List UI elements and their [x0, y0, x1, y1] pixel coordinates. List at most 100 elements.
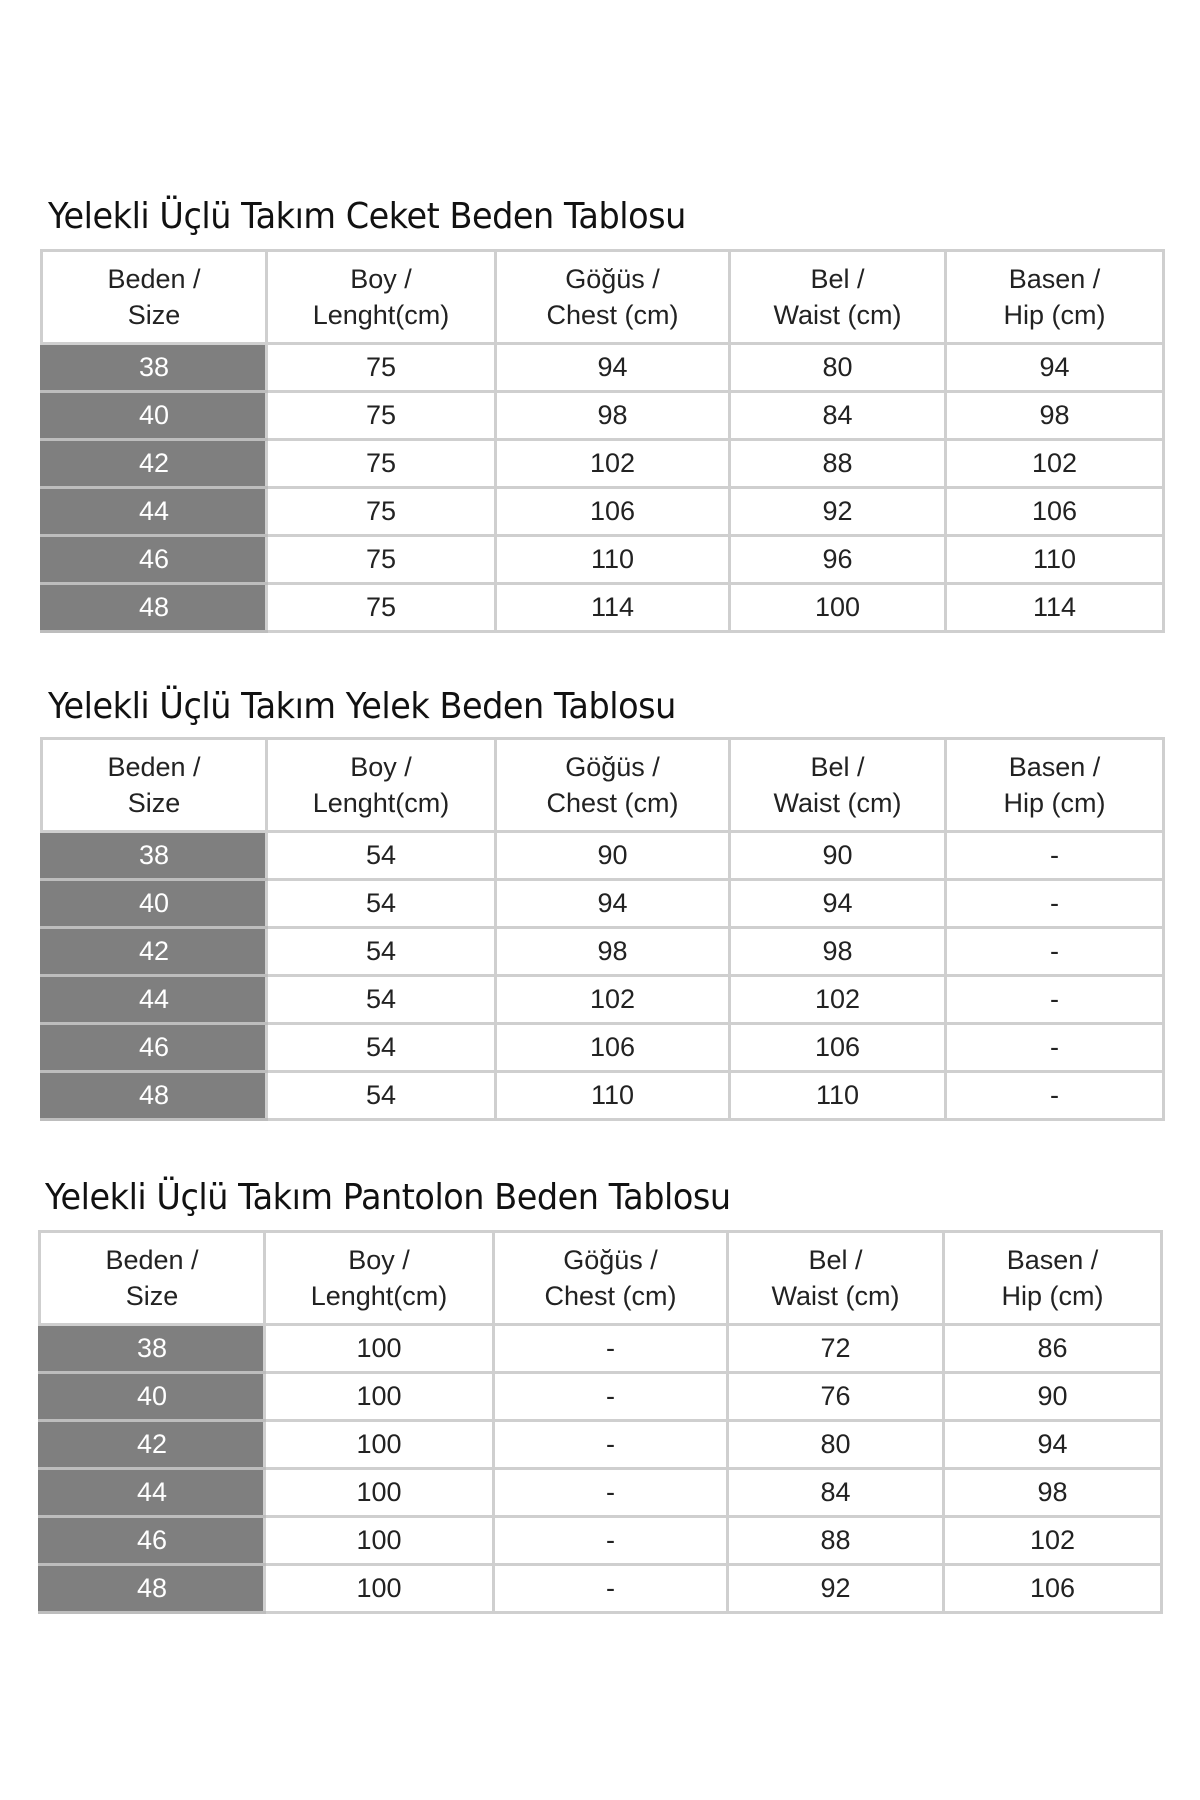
size-cell: 42 [40, 926, 268, 977]
measurement-cell: 98 [728, 926, 947, 977]
table-row: 44 100-84 98 [38, 1467, 1163, 1518]
column-header: Basen / Hip (cm) [942, 1230, 1163, 1326]
column-header: Göğüs / Chest (cm) [494, 737, 731, 833]
measurement-cell: 98 [942, 1467, 1163, 1518]
measurement-cell: 54 [265, 1022, 497, 1073]
measurement-cell: 94 [494, 342, 731, 393]
measurement-cell: 80 [728, 342, 947, 393]
measurement-cell: 100 [263, 1419, 495, 1470]
measurement-cell: - [492, 1515, 729, 1566]
column-header: Bel / Waist (cm) [728, 249, 947, 345]
header-row: Beden / Size Boy / Lenght(cm) Göğüs / Ches… [40, 737, 1165, 833]
size-cell: 46 [40, 534, 268, 585]
table-row: 44 75 106 92 106 [40, 486, 1165, 537]
measurement-cell: 106 [494, 1022, 731, 1073]
measurement-cell: 90 [942, 1371, 1163, 1422]
measurement-cell: 100 [263, 1323, 495, 1374]
measurement-cell: 106 [944, 486, 1165, 537]
table-row: 40 100-76 90 [38, 1371, 1163, 1422]
measurement-cell: - [944, 1070, 1165, 1121]
size-cell: 48 [40, 582, 268, 633]
measurement-cell: 94 [942, 1419, 1163, 1470]
measurement-cell: 110 [494, 534, 731, 585]
table-row: 42 100-80 94 [38, 1419, 1163, 1470]
size-cell: 46 [40, 1022, 268, 1073]
measurement-cell: 102 [942, 1515, 1163, 1566]
size-cell: 40 [40, 878, 268, 929]
column-header: Göğüs / Chest (cm) [492, 1230, 729, 1326]
measurement-cell: 80 [726, 1419, 945, 1470]
measurement-cell: 90 [728, 830, 947, 881]
column-header: Bel / Waist (cm) [726, 1230, 945, 1326]
size-cell: 38 [40, 342, 268, 393]
measurement-cell: 102 [494, 974, 731, 1025]
table-row: 46 100-88 102 [38, 1515, 1163, 1566]
measurement-cell: 100 [263, 1371, 495, 1422]
column-header: Beden / Size [40, 737, 268, 833]
measurement-cell: 75 [265, 486, 497, 537]
measurement-cell: 84 [726, 1467, 945, 1518]
measurement-cell: 98 [494, 390, 731, 441]
column-header: Basen / Hip (cm) [944, 249, 1165, 345]
measurement-cell: 94 [728, 878, 947, 929]
measurement-cell: - [492, 1323, 729, 1374]
size-table-ceket: Beden / Size Boy / Lenght(cm) Göğüs / Ches… [40, 249, 1165, 633]
measurement-cell: 98 [494, 926, 731, 977]
column-header: Bel / Waist (cm) [728, 737, 947, 833]
size-cell: 48 [38, 1563, 266, 1614]
measurement-cell: 106 [728, 1022, 947, 1073]
measurement-cell: 94 [494, 878, 731, 929]
measurement-cell: - [492, 1419, 729, 1470]
measurement-cell: - [492, 1563, 729, 1614]
measurement-cell: 54 [265, 974, 497, 1025]
table-row: 46 54 106 106- [40, 1022, 1165, 1073]
measurement-cell: 92 [728, 486, 947, 537]
measurement-cell: 110 [494, 1070, 731, 1121]
column-header: Boy / Lenght(cm) [263, 1230, 495, 1326]
size-cell: 48 [40, 1070, 268, 1121]
table-row: 38 75 94 80 94 [40, 342, 1165, 393]
measurement-cell: 110 [728, 1070, 947, 1121]
measurement-cell: 54 [265, 878, 497, 929]
header-row: Beden / Size Boy / Lenght(cm) Göğüs / Ches… [38, 1230, 1163, 1326]
table-row: 44 54 102 102- [40, 974, 1165, 1025]
measurement-cell: 75 [265, 534, 497, 585]
size-cell: 42 [38, 1419, 266, 1470]
size-cell: 44 [40, 486, 268, 537]
table-row: 48 100-92 106 [38, 1563, 1163, 1614]
measurement-cell: 90 [494, 830, 731, 881]
table-row: 42 75 102 88 102 [40, 438, 1165, 489]
measurement-cell: 102 [944, 438, 1165, 489]
measurement-cell: 88 [728, 438, 947, 489]
header-row: Beden / Size Boy / Lenght(cm) Göğüs / Ches… [40, 249, 1165, 345]
table-row: 40 54 94 94- [40, 878, 1165, 929]
table-row: 42 54 98 98- [40, 926, 1165, 977]
measurement-cell: 110 [944, 534, 1165, 585]
table-title: Yelekli Üçlü Takım Yelek Beden Tablosu [48, 686, 676, 727]
size-table-pantolon: Beden / Size Boy / Lenght(cm) Göğüs / Ches… [38, 1230, 1163, 1614]
table-row: 46 75 110 96 110 [40, 534, 1165, 585]
table-row: 40 75 98 84 98 [40, 390, 1165, 441]
size-cell: 38 [40, 830, 268, 881]
table-row: 38 54 90 90- [40, 830, 1165, 881]
column-header: Boy / Lenght(cm) [265, 249, 497, 345]
measurement-cell: - [492, 1467, 729, 1518]
measurement-cell: 54 [265, 1070, 497, 1121]
measurement-cell: 106 [942, 1563, 1163, 1614]
measurement-cell: 106 [494, 486, 731, 537]
column-header: Beden / Size [38, 1230, 266, 1326]
table-row: 48 54 110 110- [40, 1070, 1165, 1121]
measurement-cell: - [944, 974, 1165, 1025]
measurement-cell: 75 [265, 438, 497, 489]
measurement-cell: 75 [265, 342, 497, 393]
measurement-cell: 54 [265, 830, 497, 881]
measurement-cell: 100 [263, 1467, 495, 1518]
column-header: Boy / Lenght(cm) [265, 737, 497, 833]
measurement-cell: 100 [263, 1515, 495, 1566]
size-table-yelek: Beden / Size Boy / Lenght(cm) Göğüs / Ches… [40, 737, 1165, 1121]
measurement-cell: - [944, 1022, 1165, 1073]
measurement-cell: 54 [265, 926, 497, 977]
column-header: Beden / Size [40, 249, 268, 345]
table-row: 48 75 114 100 114 [40, 582, 1165, 633]
measurement-cell: 98 [944, 390, 1165, 441]
